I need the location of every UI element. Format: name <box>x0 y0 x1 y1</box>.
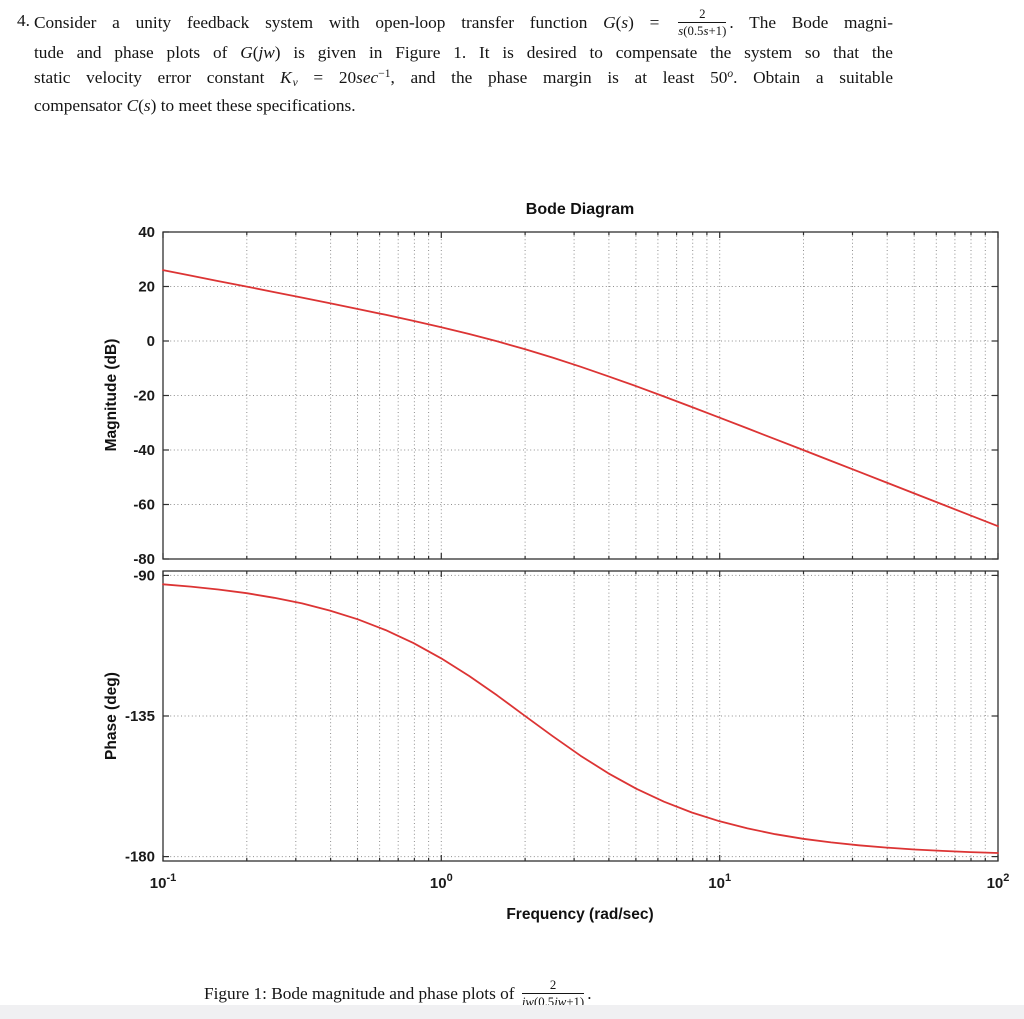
y-tick-label: 0 <box>147 333 155 350</box>
problem-text: Consider a unity feedback system with op… <box>34 7 893 119</box>
y-tick-label: -20 <box>133 388 155 405</box>
magnitude-curve <box>162 269 999 528</box>
phase-y-label: Phase (deg) <box>103 672 120 760</box>
problem-line: compensator C(s) to meet these specifica… <box>34 96 356 116</box>
chart-title: Bode Diagram <box>526 201 634 218</box>
y-tick-label: -180 <box>125 849 155 866</box>
x-tick-label: 102 <box>987 872 1010 892</box>
bode-figure: 40 20 0 -20 -40 -60 -80 -90 -135 -180 10-1 100 101 10… <box>0 190 1024 940</box>
inline-fraction: 2 s(0.5s+1) <box>678 7 727 39</box>
y-tick-label: 40 <box>138 224 155 241</box>
y-tick-label: 20 <box>138 279 155 296</box>
y-tick-label: -80 <box>133 551 155 568</box>
problem-line: Consider a unity feedback system with op… <box>34 7 893 39</box>
problem-line: static velocity error constant Kv = 20se… <box>34 68 893 90</box>
y-tick-label: -90 <box>133 567 155 584</box>
y-tick-label: -40 <box>133 442 155 459</box>
y-tick-label: -135 <box>125 708 155 725</box>
problem-number: 4. <box>17 11 30 30</box>
x-tick-label: 10-1 <box>150 872 176 892</box>
fraction-bar <box>521 993 585 995</box>
problem-statement: 4. Consider a unity feedback system with… <box>17 7 897 119</box>
y-tick-label: -60 <box>133 497 155 514</box>
bottom-strip <box>0 1005 1024 1019</box>
phase-curve <box>162 583 999 854</box>
fraction-bar <box>678 22 727 24</box>
magnitude-y-label: Magnitude (dB) <box>103 339 120 452</box>
x-axis-label: Frequency (rad/sec) <box>506 906 653 923</box>
problem-line: tude and phase plots of G(jw) is given i… <box>34 42 893 62</box>
x-tick-label: 101 <box>708 872 731 892</box>
x-tick-label: 100 <box>430 872 453 892</box>
bode-diagram-svg: 40 20 0 -20 -40 -60 -80-90 -135 -180 10-1 100 101 10… <box>103 201 1010 923</box>
